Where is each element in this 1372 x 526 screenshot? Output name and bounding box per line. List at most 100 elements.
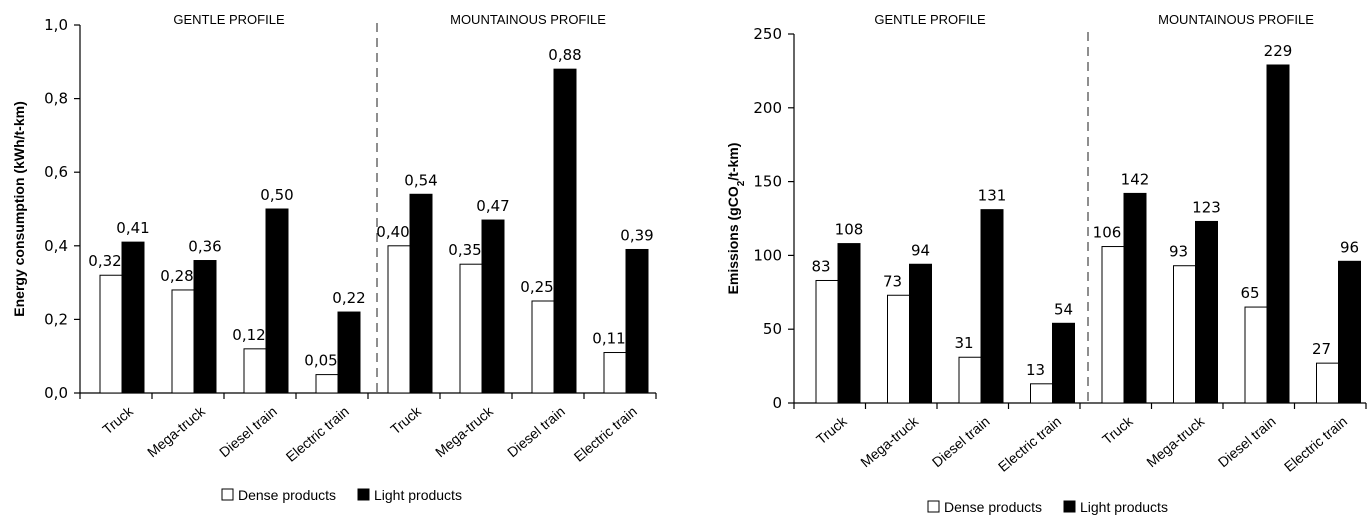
bar-light	[193, 260, 217, 394]
bar-light	[909, 263, 932, 404]
bar-light	[337, 311, 361, 394]
data-label: 0,50	[260, 186, 293, 204]
bar-dense	[1316, 362, 1339, 404]
category-label: Diesel train	[1215, 413, 1279, 470]
category-label: Diesel train	[929, 413, 993, 470]
legend-label-dense: Dense products	[238, 487, 336, 503]
y-tick-label: 0,8	[44, 90, 68, 108]
y-axis-title-part: /t-km)	[725, 143, 741, 181]
category-label: Truck	[1099, 412, 1136, 447]
bar-light	[481, 219, 505, 394]
category-label: Truck	[387, 402, 424, 437]
data-label: 0,35	[448, 241, 481, 259]
legend: Dense products Light products	[221, 487, 462, 503]
y-axis-title: Emissions (gCO2/t-km)	[725, 143, 747, 295]
legend-swatch-dense	[927, 500, 940, 513]
chart-emissions: 0 50 100 150 200 250 GENTLE PROFILE MOUNTAINOUS…	[725, 12, 1367, 475]
profile-title: GENTLE PROFILE	[173, 12, 285, 27]
legend: Dense products Light products	[927, 499, 1168, 515]
bar-light	[1123, 192, 1147, 404]
y-tick-label: 1,0	[44, 16, 68, 34]
category-label: Mega-truck	[432, 402, 497, 460]
data-label: 65	[1240, 284, 1259, 302]
data-label: 0,32	[88, 252, 121, 270]
y-tick-label: 0,0	[44, 384, 68, 402]
data-label: 0,40	[376, 223, 409, 241]
y-tick-label: 0,4	[44, 237, 68, 255]
data-label: 0,12	[232, 326, 265, 344]
category-label: Truck	[99, 402, 136, 437]
profile-title: MOUNTAINOUS PROFILE	[1158, 12, 1314, 27]
bar-dense	[1244, 306, 1268, 404]
data-label: 0,05	[304, 352, 337, 370]
bar-dense	[603, 352, 627, 394]
category-label: Electric train	[283, 403, 352, 465]
bar-dense	[1101, 246, 1125, 404]
legend-swatch-light	[1063, 500, 1076, 513]
data-label: 27	[1312, 340, 1331, 358]
data-label: 131	[978, 187, 1007, 205]
bar-light	[837, 243, 861, 404]
bar-dense	[387, 245, 411, 394]
category-label: Mega-truck	[144, 402, 209, 460]
y-tick-label: 0,6	[44, 163, 68, 181]
category-label: Mega-truck	[1143, 412, 1208, 470]
legend-swatch-light	[357, 488, 370, 501]
bar-light	[553, 68, 577, 394]
y-axis-title: Energy consumption (kWh/t-km)	[11, 101, 27, 316]
data-label: 0,41	[116, 219, 149, 237]
legend-label-light: Light products	[1080, 499, 1168, 515]
legend-swatch-dense	[221, 488, 234, 501]
bar-light	[265, 208, 289, 394]
bar-dense	[1173, 265, 1196, 404]
bar-light	[1338, 260, 1361, 404]
data-label: 0,28	[160, 267, 193, 285]
y-axis-title-part: Emissions (gCO	[725, 186, 741, 294]
data-label: 106	[1093, 224, 1122, 242]
bar-light	[121, 241, 145, 394]
y-axis-title-subscript: 2	[736, 180, 747, 186]
bar-dense	[531, 300, 555, 394]
profile-title: MOUNTAINOUS PROFILE	[450, 12, 606, 27]
bar-light	[1195, 220, 1218, 404]
bar-dense	[243, 348, 267, 394]
bar-dense	[459, 263, 483, 394]
y-tick-label: 50	[763, 320, 782, 338]
category-label: Truck	[813, 412, 850, 447]
data-label: 96	[1340, 238, 1359, 256]
y-tick-label: 0	[772, 394, 782, 412]
legend-label-light: Light products	[374, 487, 462, 503]
data-label: 108	[835, 221, 864, 239]
bar-light	[980, 209, 1004, 404]
bar-dense	[887, 294, 910, 404]
bar-light	[1052, 322, 1075, 404]
bar-dense	[958, 356, 982, 404]
data-label: 73	[883, 272, 902, 290]
profile-title: GENTLE PROFILE	[874, 12, 986, 27]
category-label: Mega-truck	[857, 412, 922, 470]
data-label: 54	[1054, 300, 1073, 318]
data-label: 0,22	[332, 289, 365, 307]
y-tick-label: 150	[753, 173, 782, 191]
data-label: 0,47	[476, 197, 509, 215]
bar-light	[625, 248, 649, 394]
data-label: 13	[1026, 361, 1045, 379]
bar-dense	[315, 374, 339, 394]
category-label: Electric train	[1281, 413, 1350, 475]
bar-dense	[815, 279, 839, 404]
y-tick-label: 200	[753, 99, 782, 117]
data-label: 93	[1169, 243, 1188, 261]
data-label: 0,39	[620, 226, 653, 244]
data-label: 0,54	[404, 171, 437, 189]
bar-dense	[171, 289, 195, 394]
y-tick-label: 100	[753, 246, 782, 264]
bar-dense	[1030, 383, 1053, 404]
data-label: 0,11	[592, 330, 625, 348]
y-tick-label: 0,2	[44, 310, 68, 328]
y-tick-label: 250	[753, 25, 782, 43]
data-label: 229	[1264, 42, 1293, 60]
data-label: 142	[1121, 170, 1150, 188]
data-label: 0,25	[520, 278, 553, 296]
category-label: Electric train	[571, 403, 640, 465]
legend-label-dense: Dense products	[944, 499, 1042, 515]
